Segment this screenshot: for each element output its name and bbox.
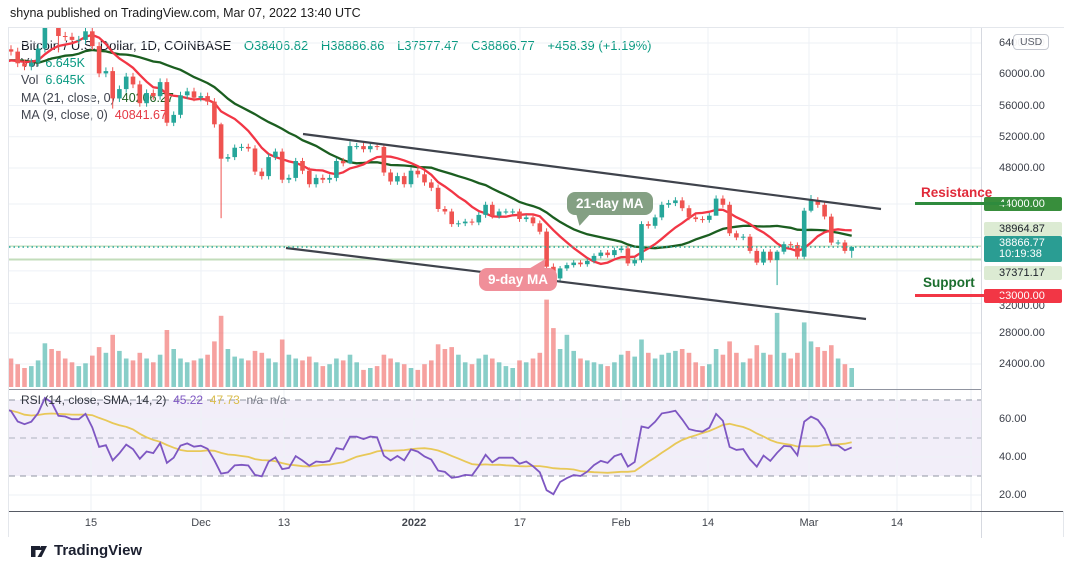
rsi-sma-value: 47.73	[209, 393, 240, 407]
ma9-value: 40841.67	[114, 108, 167, 122]
volume-legend-row-2: Vol 6.645K	[21, 73, 651, 91]
rsi-title: RSI (14, close, SMA, 14, 2)	[21, 393, 167, 407]
ohlc-high: H38886.86	[320, 38, 385, 53]
level-axis-label: 37371.17	[984, 266, 1062, 280]
time-axis-tick: 14	[701, 517, 715, 529]
ma21-line	[9, 48, 852, 250]
rsi-sma-line	[9, 409, 852, 474]
current-price-axis-label: 38866.77 10:19:38	[984, 236, 1062, 262]
time-axis[interactable]: 15 Dec 13 2022 17 Feb 14 Mar 14	[9, 511, 1063, 538]
ma9-label: MA (9, close, 0)	[21, 108, 108, 122]
price-axis-label: 28000.00	[999, 327, 1045, 339]
footer: TradingView	[0, 537, 1071, 568]
time-axis-tick: 17	[513, 517, 527, 529]
channel-trendline	[302, 132, 882, 211]
time-axis-tick: 15	[84, 517, 98, 529]
volume-value: 6.645K	[45, 55, 85, 70]
time-axis-tick: Dec	[191, 517, 211, 529]
price-axis-label: 60000.00	[999, 68, 1045, 81]
time-axis-tick: 2022	[401, 517, 427, 529]
tradingview-brand-text: TradingView	[54, 542, 143, 559]
support-axis-label: 33000.00	[984, 289, 1062, 303]
price-chart-svg[interactable]	[9, 28, 981, 389]
rsi-na-2: n/a	[269, 393, 287, 407]
volume-label: Vol	[21, 73, 39, 87]
pane-separator[interactable]	[9, 389, 1063, 390]
ma9-line	[9, 33, 852, 266]
ohlc-open: O38406.82	[243, 38, 309, 53]
chart-container: Bitcoin / U.S. Dollar, 1D, COINBASE O384…	[8, 27, 1066, 538]
price-axis[interactable]: USD 64000.0060000.0056000.0052000.004800…	[981, 28, 1066, 511]
rsi-na-1: n/a	[246, 393, 264, 407]
attribution-text: shyna published on TradingView.com, Mar …	[10, 6, 361, 20]
candles	[9, 28, 854, 288]
ohlc-change: +458.39 (+1.19%)	[547, 38, 652, 53]
axis-corner-divider	[981, 512, 982, 538]
volume-bars	[9, 299, 854, 388]
level-lines	[9, 245, 981, 261]
time-axis-tick: Mar	[799, 517, 819, 529]
resistance-axis-label: 44000.00	[984, 197, 1062, 211]
rsi-axis-label: 40.00	[999, 451, 1027, 463]
rsi-line	[9, 396, 853, 496]
price-axis-label: 48000.00	[999, 162, 1045, 174]
rsi-value: 45.22	[173, 393, 204, 407]
rsi-legend-row: RSI (14, close, SMA, 14, 2) 45.22 47.73 …	[21, 393, 287, 407]
rsi-chart-svg[interactable]	[9, 390, 981, 511]
rsi-axis-label: 20.00	[999, 489, 1027, 501]
volume-value: 6.645K	[45, 73, 85, 87]
tradingview-logo-icon	[31, 546, 47, 557]
price-axis-label: 32000.00	[999, 300, 1045, 312]
price-axis-label: 24000.00	[999, 358, 1045, 370]
rsi-axis-label: 60.00	[999, 413, 1027, 425]
price-axis-label: 52000.00	[999, 130, 1045, 143]
time-axis-tick: 14	[890, 517, 904, 529]
time-axis-tick: 13	[277, 517, 291, 529]
ma9-legend-row: MA (9, close, 0) 40841.67	[21, 108, 651, 126]
currency-toggle-button[interactable]: USD	[1013, 34, 1050, 50]
ohlc-low: L37577.47	[397, 38, 459, 53]
ohlc-close: C38866.77	[471, 38, 535, 53]
price-axis-label: 56000.00	[999, 99, 1045, 112]
time-axis-tick: Feb	[611, 517, 631, 529]
channel-trendline	[285, 246, 867, 321]
level-axis-label: 38964.87	[984, 222, 1062, 236]
